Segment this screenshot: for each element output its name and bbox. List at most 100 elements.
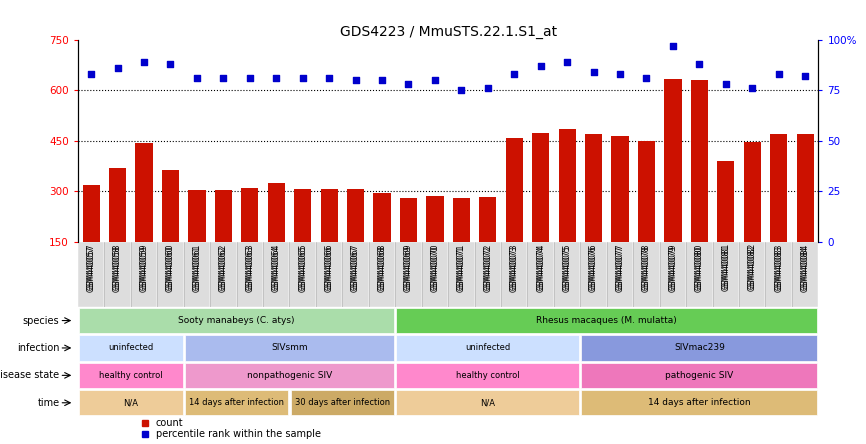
Point [269,75,283,82]
Bar [242,188,258,242]
Text: healthy control: healthy control [456,371,520,380]
Bar [797,134,814,242]
Text: GSM440059: GSM440059 [139,243,149,290]
Bar [184,242,210,307]
Text: 14 days after infection: 14 days after infection [189,398,284,407]
Point [533,63,547,70]
Text: GSM440070: GSM440070 [430,243,439,290]
Text: GSM440074: GSM440074 [536,245,546,292]
Text: GSM440072: GSM440072 [483,245,492,292]
Bar [82,185,100,242]
Bar [79,335,183,361]
Point [666,43,680,50]
Text: GSM440084: GSM440084 [801,243,810,289]
Bar [581,363,818,388]
Bar [501,242,527,307]
Text: Sooty manabeys (C. atys): Sooty manabeys (C. atys) [178,316,294,325]
Bar [744,142,761,242]
Bar [554,242,580,307]
Text: N/A: N/A [481,398,495,407]
Point [719,81,733,88]
Text: pathogenic SIV: pathogenic SIV [665,371,734,380]
Bar [263,242,289,307]
Text: GSM440062: GSM440062 [219,245,228,292]
Text: GSM440066: GSM440066 [325,245,333,292]
Text: GSM440064: GSM440064 [272,245,281,292]
Bar [506,138,523,242]
Point [190,75,204,82]
Bar [400,198,417,242]
Text: N/A: N/A [123,398,139,407]
Text: GSM440081: GSM440081 [721,243,730,289]
Point [322,75,336,82]
Text: GSM440084: GSM440084 [801,245,810,292]
Title: GDS4223 / MmuSTS.22.1.S1_at: GDS4223 / MmuSTS.22.1.S1_at [339,25,557,39]
Bar [581,390,818,416]
Bar [713,242,739,307]
Text: GSM440083: GSM440083 [774,243,783,289]
Bar [289,242,316,307]
Text: GSM440058: GSM440058 [113,245,122,292]
Point [164,61,178,68]
Text: GSM440073: GSM440073 [510,243,519,290]
Bar [105,242,131,307]
Bar [291,390,394,416]
Bar [607,242,633,307]
Text: species: species [23,316,60,325]
Point [296,75,310,82]
Bar [184,390,288,416]
Bar [397,308,818,333]
Text: GSM440062: GSM440062 [219,243,228,289]
Text: GSM440082: GSM440082 [747,243,757,289]
Text: uninfected: uninfected [108,344,153,353]
Text: GSM440075: GSM440075 [563,243,572,290]
Text: GSM440061: GSM440061 [192,245,202,292]
Text: GSM440066: GSM440066 [325,243,333,290]
Bar [109,168,126,242]
Point [137,59,151,66]
Text: GSM440061: GSM440061 [192,243,202,289]
Bar [184,335,394,361]
Bar [135,143,152,242]
Point [481,85,494,92]
Text: GSM440065: GSM440065 [298,245,307,292]
Text: GSM440081: GSM440081 [721,245,730,291]
Bar [236,242,263,307]
Text: GSM440078: GSM440078 [642,243,651,289]
Point [111,65,125,72]
Bar [633,242,660,307]
Text: GSM440076: GSM440076 [589,243,598,290]
Bar [638,141,655,242]
Text: GSM440057: GSM440057 [87,245,95,292]
Text: GSM440074: GSM440074 [536,243,546,290]
Bar [347,190,365,242]
Bar [215,190,232,242]
Text: GSM440057: GSM440057 [87,243,95,290]
Text: infection: infection [17,343,60,353]
Point [242,75,256,82]
Bar [453,198,470,242]
Text: GSM440068: GSM440068 [378,245,386,292]
Bar [184,363,394,388]
Bar [766,242,792,307]
Text: GSM440065: GSM440065 [298,243,307,290]
Text: GSM440083: GSM440083 [774,245,783,292]
Bar [532,132,549,242]
Bar [527,242,554,307]
Text: SIVsmm: SIVsmm [271,344,307,353]
Text: GSM440067: GSM440067 [351,243,360,290]
Text: GSM440080: GSM440080 [695,243,704,289]
Text: GSM440063: GSM440063 [245,243,255,290]
Text: GSM440077: GSM440077 [616,243,624,290]
Point [746,85,759,92]
Text: GSM440070: GSM440070 [430,245,439,292]
Point [455,87,469,94]
Bar [559,129,576,242]
Point [402,81,416,88]
Bar [210,242,236,307]
Bar [162,170,179,242]
Text: Rhesus macaques (M. mulatta): Rhesus macaques (M. mulatta) [536,316,677,325]
Point [84,71,98,78]
Point [349,77,363,84]
Bar [342,242,369,307]
